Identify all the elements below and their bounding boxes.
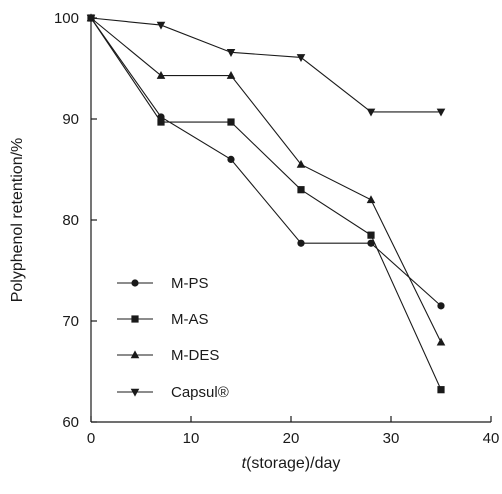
series-3-point bbox=[226, 70, 236, 79]
x-tick-label: 30 bbox=[383, 430, 400, 447]
series-2-point bbox=[367, 231, 375, 239]
x-axis-title-rest: (storage)/day bbox=[246, 455, 340, 472]
y-axis-ticks: 60 70 80 90 100 bbox=[54, 10, 97, 431]
legend-label: M-DES bbox=[171, 347, 219, 364]
series-1-point bbox=[297, 239, 305, 247]
series-2-point bbox=[157, 118, 165, 126]
legend-item: M-PS bbox=[117, 275, 209, 292]
legend-marker bbox=[131, 279, 139, 287]
series-4-point bbox=[226, 49, 236, 57]
legend-item: Capsul® bbox=[117, 384, 229, 401]
legend-marker bbox=[130, 350, 140, 359]
series-4-line bbox=[90, 17, 441, 113]
legend: M-PS M-AS M-DES Capsul® bbox=[117, 275, 229, 401]
legend-item: M-AS bbox=[117, 311, 209, 328]
series-2-line bbox=[90, 17, 442, 390]
series-3 bbox=[86, 13, 446, 346]
legend-item: M-DES bbox=[117, 347, 219, 364]
series-4-point bbox=[436, 108, 446, 117]
legend-label: Capsul® bbox=[171, 384, 229, 401]
series-2 bbox=[87, 14, 445, 394]
series-4-point bbox=[296, 54, 306, 62]
x-tick-label: 20 bbox=[283, 430, 300, 447]
series-3-point bbox=[436, 337, 446, 346]
series-2-point bbox=[297, 186, 305, 194]
y-axis-title: Polyphenol retention/% bbox=[9, 138, 26, 303]
x-axis-ticks: 0 10 20 30 40 bbox=[87, 416, 500, 447]
y-tick-label: 80 bbox=[62, 212, 79, 229]
y-tick-label: 70 bbox=[62, 313, 79, 330]
series-4-point bbox=[86, 14, 96, 23]
series-4 bbox=[86, 14, 446, 117]
series-layer bbox=[86, 13, 446, 394]
series-2-point bbox=[227, 118, 235, 126]
x-tick-label: 10 bbox=[183, 430, 200, 447]
legend-label: M-AS bbox=[171, 311, 209, 328]
x-tick-label: 40 bbox=[483, 430, 500, 447]
plot-area: 0 10 20 30 40 60 70 80 90 100 M-PS M-AS M-DES Capsu… bbox=[54, 10, 499, 447]
series-4-point bbox=[156, 21, 166, 30]
x-axis-title: t(storage)/day bbox=[242, 455, 341, 472]
y-tick-label: 60 bbox=[62, 414, 79, 431]
y-tick-label: 90 bbox=[62, 111, 79, 128]
series-3-line bbox=[90, 17, 442, 343]
x-tick-label: 0 bbox=[87, 430, 95, 447]
series-3-point bbox=[296, 159, 306, 168]
legend-marker bbox=[130, 388, 140, 397]
legend-marker bbox=[131, 315, 139, 323]
legend-label: M-PS bbox=[171, 275, 209, 292]
series-2-point bbox=[437, 386, 445, 394]
series-3-point bbox=[366, 195, 376, 204]
x-axis-title-italic: t bbox=[242, 455, 247, 472]
series-4-point bbox=[366, 108, 376, 117]
series-1-point bbox=[367, 239, 375, 247]
series-1-point bbox=[227, 155, 235, 163]
series-1-point bbox=[437, 302, 445, 310]
series-1-line bbox=[90, 17, 442, 307]
y-tick-label: 100 bbox=[54, 10, 79, 27]
series-3-point bbox=[156, 70, 166, 79]
